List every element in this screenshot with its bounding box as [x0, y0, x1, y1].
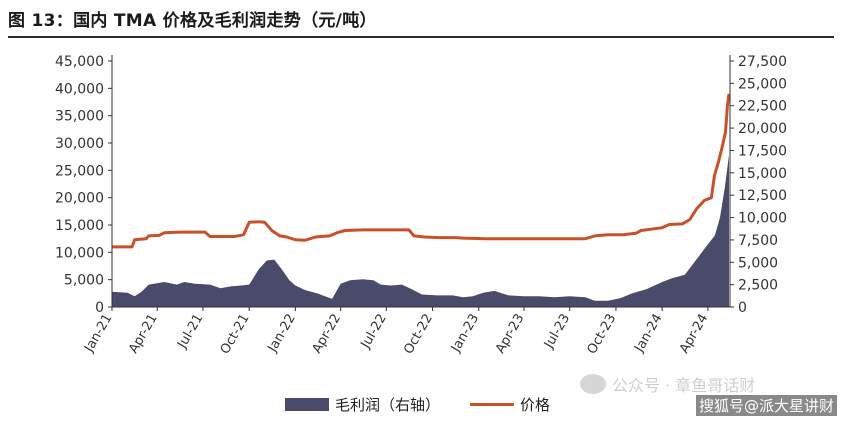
left-axis-tick-label: 45,000 — [55, 54, 104, 70]
right-axis-tick-label: 27,500 — [738, 54, 787, 70]
legend-swatch-profit — [285, 397, 329, 411]
x-axis-tick-label: Apr-23 — [493, 312, 527, 357]
left-axis-tick-label: 5,000 — [64, 273, 104, 289]
left-axis-tick-label: 40,000 — [55, 81, 104, 97]
left-axis-tick-label: 15,000 — [55, 218, 104, 234]
x-axis-tick-label: Jul-22 — [358, 312, 390, 352]
right-axis-tick-label: 10,000 — [738, 211, 787, 227]
left-axis-tick-label: 0 — [95, 300, 104, 316]
x-axis-tick-label: Apr-21 — [126, 312, 160, 357]
left-axis-tick-label: 25,000 — [55, 163, 104, 179]
right-axis-tick-label: 15,000 — [738, 166, 787, 182]
tick-labels-layer: 0 5,000 10,000 15,000 20,000 25,000 30,000 35,0… — [55, 54, 787, 357]
right-axis-tick-label: 22,500 — [738, 99, 787, 115]
x-axis-tick-label: Oct-21 — [218, 312, 253, 357]
right-axis-tick-label: 5,000 — [738, 255, 778, 271]
price-line-layer — [112, 93, 731, 249]
profit-area — [112, 154, 729, 307]
left-axis-tick-label: 35,000 — [55, 109, 104, 125]
x-axis-tick-label: Oct-23 — [585, 312, 620, 357]
right-axis-tick-label: 20,000 — [738, 121, 787, 137]
x-axis-tick-label: Apr-24 — [677, 312, 711, 357]
profit-area-layer — [112, 154, 729, 307]
legend-swatch-price — [470, 402, 515, 406]
wechat-logo-icon — [580, 374, 606, 394]
left-axis-tick-label: 20,000 — [55, 191, 104, 207]
x-axis-tick-label: Jan-22 — [265, 312, 299, 356]
right-axis-tick-label: 0 — [738, 300, 747, 316]
x-axis-tick-label: Jul-21 — [174, 312, 206, 352]
legend-label-profit: 毛利润（右轴） — [335, 395, 441, 414]
legend-label-price: 价格 — [520, 395, 551, 414]
left-axis-tick-label: 10,000 — [55, 245, 104, 261]
chart-legend: 毛利润（右轴） 价格 — [285, 392, 580, 416]
right-axis-tick-label: 25,000 — [738, 76, 787, 92]
watermark-sohu: 搜狐号@派大星讲财 — [696, 395, 838, 416]
left-axis-tick-label: 30,000 — [55, 136, 104, 152]
x-axis-tick-label: Oct-22 — [401, 312, 436, 357]
price-line — [112, 93, 731, 249]
x-axis-tick-label: Jul-23 — [541, 312, 573, 352]
right-axis-tick-label: 2,500 — [738, 278, 778, 294]
legend-item-price: 价格 — [470, 394, 550, 415]
x-axis-tick-label: Apr-22 — [310, 312, 344, 357]
right-axis-tick-label: 12,500 — [738, 188, 787, 204]
right-axis-tick-label: 7,500 — [738, 233, 778, 249]
title-divider — [8, 36, 834, 38]
figure-title: 图 13：国内 TMA 价格及毛利润走势（元/吨） — [8, 11, 377, 31]
x-axis-tick-label: Jan-24 — [632, 312, 666, 356]
axes-layer — [108, 55, 734, 311]
watermark-wechat: 公众号 · 章鱼哥话财 — [580, 372, 755, 396]
x-axis-tick-label: Jan-21 — [81, 312, 115, 356]
legend-item-profit: 毛利润（右轴） — [285, 394, 440, 415]
right-axis-tick-label: 17,500 — [738, 143, 787, 159]
x-axis-tick-label: Jan-23 — [448, 312, 482, 356]
watermark-primary-text: 公众号 · 章鱼哥话财 — [612, 376, 756, 395]
